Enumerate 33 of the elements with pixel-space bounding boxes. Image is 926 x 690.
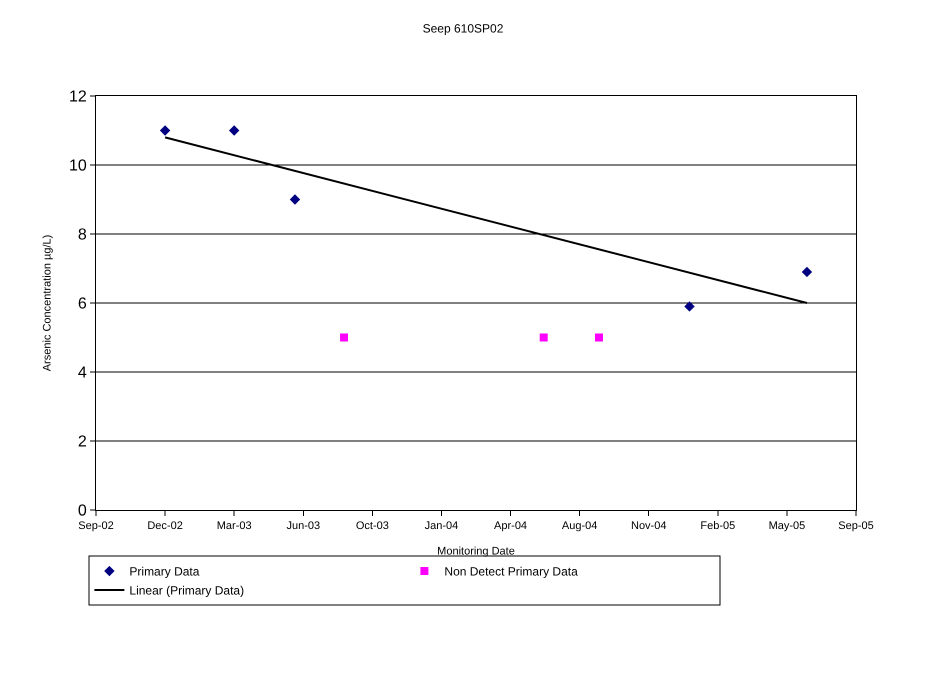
y-axis-title: Arsenic Concentration µg/L) — [42, 234, 54, 372]
y-tick-label: 2 — [78, 434, 87, 451]
point — [228, 125, 240, 136]
y-tick-label: 6 — [78, 296, 87, 313]
legend-label: Non Detect Primary Data — [444, 564, 578, 579]
y-tick-label: 10 — [69, 158, 87, 175]
x-tick-label: Aug-04 — [562, 520, 598, 532]
y-tick-label: 0 — [78, 502, 87, 520]
point — [594, 334, 603, 342]
x-tick-label: Feb-05 — [700, 520, 736, 532]
x-axis-title: Monitoring Date — [437, 545, 515, 558]
x-tick-label: Mar-03 — [216, 520, 252, 532]
x-tick-label: Dec-02 — [147, 520, 183, 532]
x-tick-label: May-05 — [768, 520, 806, 532]
y-tick-label: 4 — [78, 364, 87, 382]
point — [160, 125, 170, 136]
point — [684, 301, 695, 312]
y-tick-label: 12 — [69, 88, 87, 106]
legend-label: Primary Data — [129, 564, 200, 579]
x-tick-label: Apr-04 — [494, 520, 528, 532]
x-tick-label: Jun-03 — [286, 520, 320, 532]
x-tick-label: Nov-04 — [630, 520, 666, 532]
y-tick-label: 8 — [78, 226, 87, 244]
point — [340, 334, 348, 342]
point — [540, 334, 548, 342]
point — [290, 194, 300, 205]
x-tick-label: Sep-05 — [838, 520, 874, 532]
x-tick-label: Sep-02 — [78, 520, 114, 532]
chart-title: Seep 610SP02 — [422, 22, 504, 36]
point — [802, 266, 812, 278]
legend-label: Linear (Primary Data) — [129, 584, 244, 598]
x-tick-label: Jan-04 — [424, 520, 458, 532]
x-tick-label: Oct-03 — [356, 520, 389, 532]
